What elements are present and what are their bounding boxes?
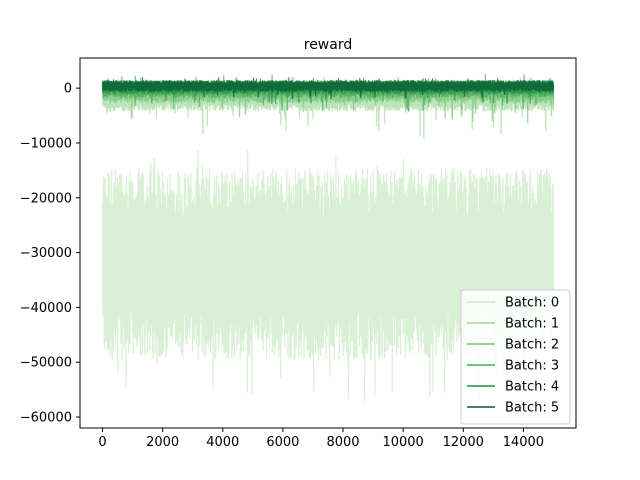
x-axis: 0 2000 4000 6000 8000 10000 12000 14000 [98, 428, 544, 450]
x-tick-label: 12000 [443, 435, 484, 450]
series-line-batch-0 [101, 149, 555, 409]
legend-label: Batch: 4 [505, 380, 559, 395]
series-layer [101, 73, 555, 409]
legend-label: Batch: 5 [505, 401, 559, 416]
legend: Batch: 0 Batch: 1 Batch: 2 Batch: 3 Batch: 4… [460, 289, 571, 425]
series-line-batch-5 [101, 77, 555, 100]
x-tick-label: 0 [98, 435, 106, 450]
y-tick-label: −10000 [20, 136, 72, 151]
x-tick-label: 6000 [266, 435, 299, 450]
y-tick-label: −60000 [20, 411, 72, 426]
x-tick-label: 2000 [146, 435, 179, 450]
legend-label: Batch: 2 [505, 338, 559, 353]
y-tick-label: 0 [64, 82, 72, 97]
legend-label: Batch: 0 [505, 296, 559, 311]
y-axis: −60000 −50000 −40000 −30000 −20000 −10000 0 [20, 82, 80, 426]
chart-title: reward [304, 37, 353, 53]
legend-label: Batch: 3 [505, 359, 559, 374]
y-tick-label: −50000 [20, 356, 72, 371]
y-tick-label: −30000 [20, 246, 72, 261]
y-tick-label: −40000 [20, 301, 72, 316]
y-tick-label: −20000 [20, 191, 72, 206]
x-tick-label: 4000 [206, 435, 239, 450]
legend-label: Batch: 1 [505, 317, 559, 332]
x-tick-label: 10000 [382, 435, 423, 450]
x-tick-label: 8000 [326, 435, 359, 450]
plot-frame [79, 57, 577, 429]
x-tick-label: 14000 [503, 435, 544, 450]
